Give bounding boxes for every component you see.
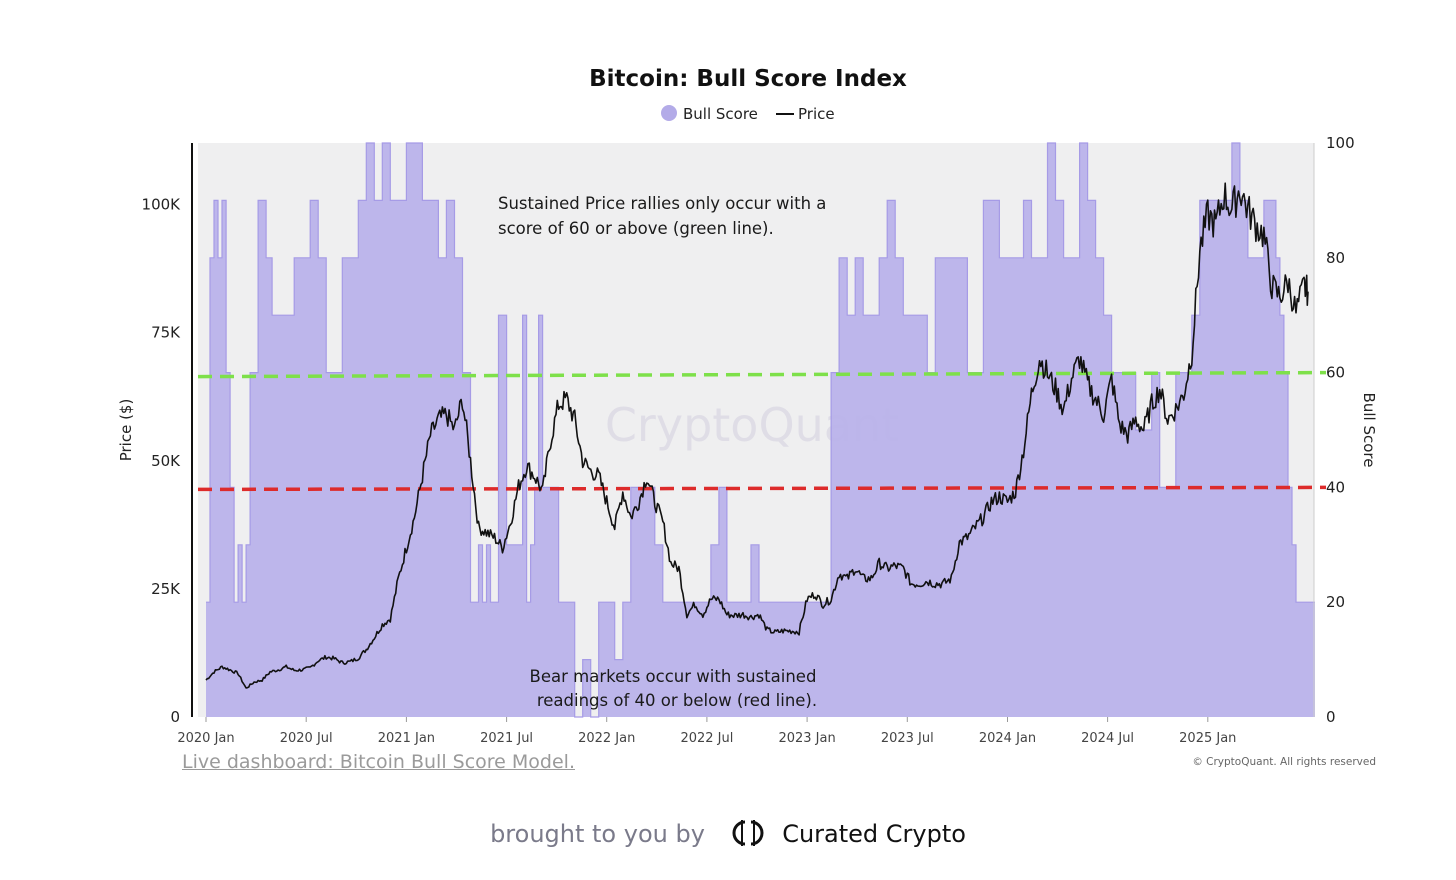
copyright: © CryptoQuant. All rights reserved bbox=[1192, 756, 1376, 768]
y-right-tick-label: 100 bbox=[1326, 134, 1355, 152]
bull-score-area-group bbox=[206, 142, 1315, 718]
x-tick-label: 2022 Jan bbox=[578, 731, 635, 746]
curated-crypto-logo-icon bbox=[732, 820, 763, 846]
y-right-tick-label: 80 bbox=[1326, 249, 1345, 267]
footer-prefix: brought to you by bbox=[490, 820, 705, 848]
y-right-tick-label: 60 bbox=[1326, 364, 1345, 382]
price-line-group bbox=[205, 182, 1309, 689]
x-tick-label: 2023 Jul bbox=[881, 731, 934, 746]
y-left-tick-label: 0 bbox=[170, 708, 180, 726]
y-left-tick-label: 25K bbox=[151, 580, 181, 598]
y-axis-left-ticks: 0 25K 50K 75K 100K bbox=[142, 196, 182, 727]
y-axis-left-label: Price ($) bbox=[117, 399, 135, 462]
y-axis-right-ticks: 0 20 40 60 80 100 bbox=[1326, 134, 1355, 726]
reference-line-red bbox=[197, 485, 1327, 492]
annotation-red-line-1: Bear markets occur with sustained bbox=[530, 667, 817, 686]
x-tick-label: 2020 Jul bbox=[280, 731, 333, 746]
y-left-tick-label: 100K bbox=[142, 196, 182, 214]
x-tick-label: 2021 Jul bbox=[480, 731, 533, 746]
annotation-red: Bear markets occur with sustained readin… bbox=[530, 667, 818, 710]
legend-bull-score-label: Bull Score bbox=[683, 105, 758, 123]
legend-bull-score-marker bbox=[661, 105, 677, 121]
x-tick-label: 2024 Jan bbox=[979, 731, 1036, 746]
footer-brand: Curated Crypto bbox=[782, 820, 966, 848]
bull-score-outline bbox=[206, 142, 1315, 718]
y-right-tick-label: 0 bbox=[1326, 708, 1336, 726]
reference-lines bbox=[197, 370, 1327, 492]
x-tick-label: 2024 Jul bbox=[1081, 731, 1134, 746]
x-tick-label: 2021 Jan bbox=[378, 731, 435, 746]
y-left-tick-label: 50K bbox=[151, 452, 181, 470]
footer: brought to you by Curated Crypto bbox=[0, 818, 1456, 848]
chart-title: Bitcoin: Bull Score Index bbox=[589, 66, 907, 92]
annotation-red-line-2: readings of 40 or below (red line). bbox=[537, 691, 817, 710]
y-right-tick-label: 40 bbox=[1326, 478, 1345, 496]
x-tick-label: 2023 Jan bbox=[778, 731, 835, 746]
annotation-green-line-2: score of 60 or above (green line). bbox=[498, 219, 774, 238]
live-dashboard-link[interactable]: Live dashboard: Bitcoin Bull Score Model… bbox=[182, 751, 575, 773]
bull-score-chart: Bitcoin: Bull Score Index Bull Score Pri… bbox=[117, 66, 1378, 768]
annotation-green-line-1: Sustained Price rallies only occur with … bbox=[498, 194, 826, 213]
bull-score-area bbox=[206, 143, 1315, 717]
y-right-tick-label: 20 bbox=[1326, 593, 1345, 611]
annotation-green: Sustained Price rallies only occur with … bbox=[498, 194, 826, 238]
x-tick-label: 2020 Jan bbox=[177, 731, 234, 746]
legend-price-label: Price bbox=[798, 105, 835, 123]
reference-line-green bbox=[197, 370, 1327, 379]
y-axis-right-label: Bull Score bbox=[1360, 393, 1378, 468]
x-tick-label: 2022 Jul bbox=[680, 731, 733, 746]
y-left-tick-label: 75K bbox=[151, 324, 181, 342]
x-axis-ticks: 2020 Jan 2020 Jul 2021 Jan 2021 Jul 2022 Jan… bbox=[177, 717, 1236, 746]
legend: Bull Score Price bbox=[661, 105, 835, 123]
price-line bbox=[205, 182, 1309, 689]
x-tick-label: 2025 Jan bbox=[1179, 731, 1236, 746]
